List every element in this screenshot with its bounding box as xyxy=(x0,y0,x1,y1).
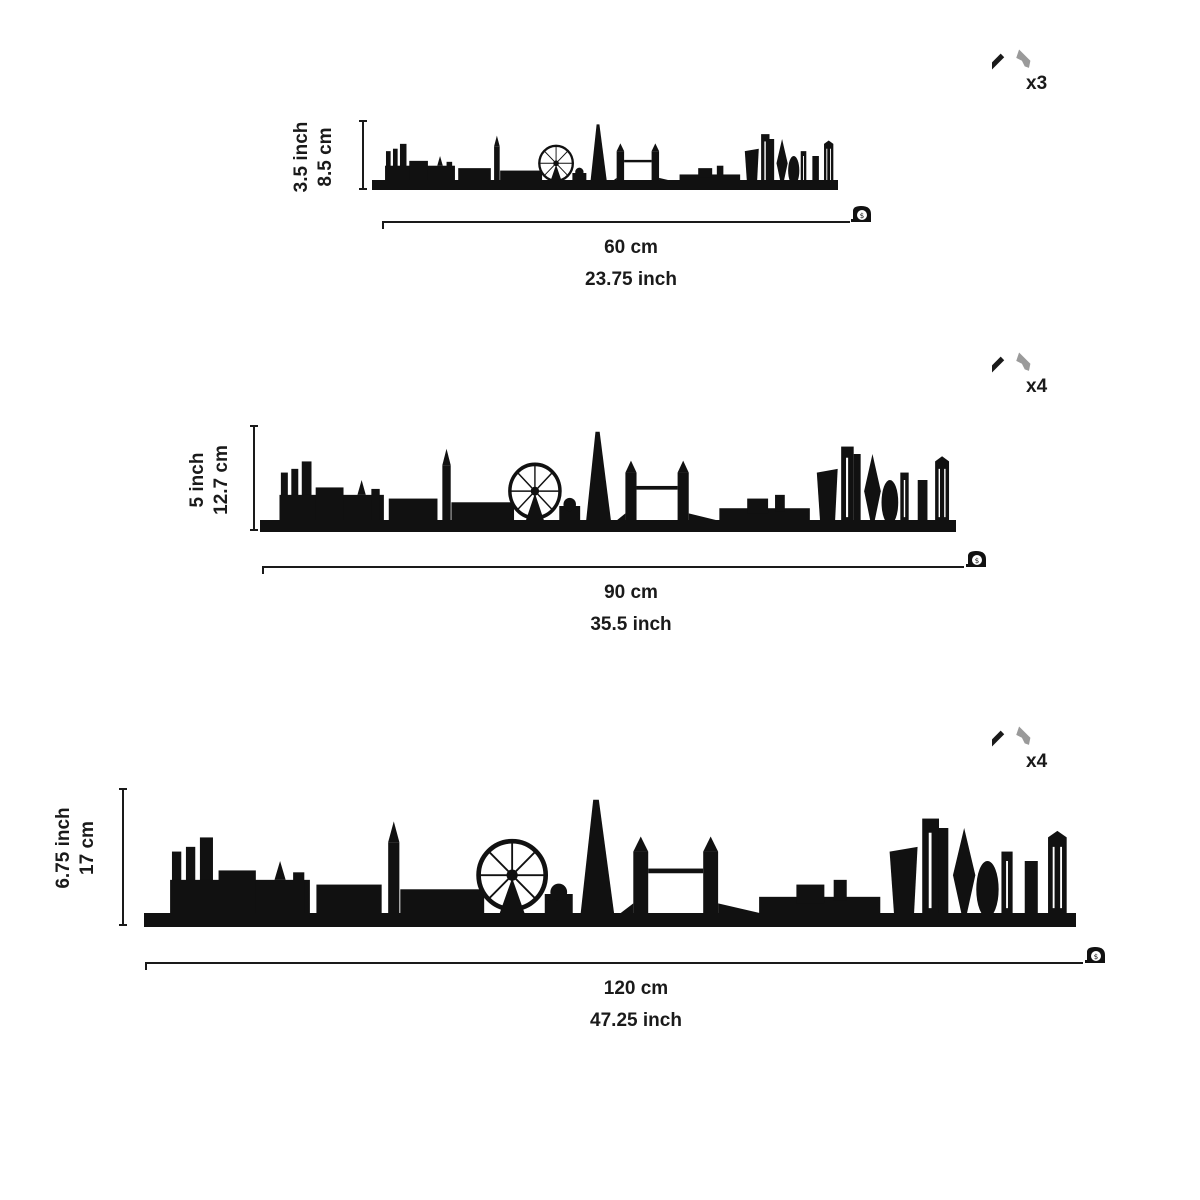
height-inch: 5 inch xyxy=(187,452,208,508)
skyline-small xyxy=(372,122,838,190)
height-bar xyxy=(250,425,258,531)
skyline-large xyxy=(144,795,1076,927)
height-labels: 6.75 inch 17 cm xyxy=(52,798,100,898)
height-cm: 17 cm xyxy=(77,821,98,875)
nail-count: x3 xyxy=(1026,73,1048,94)
width-cm: 120 cm xyxy=(603,978,669,999)
width-bar xyxy=(262,566,964,574)
tape-measure-icon xyxy=(851,205,873,223)
width-inch: 47.25 inch xyxy=(590,1010,682,1031)
height-cm: 8.5 cm xyxy=(315,127,336,187)
width-cm: 90 cm xyxy=(604,582,658,603)
height-inch: 3.5 inch xyxy=(291,121,312,193)
nail-count: x4 xyxy=(1026,376,1048,397)
tape-measure-icon xyxy=(966,550,988,568)
width-bar xyxy=(145,962,1083,970)
tape-measure-icon xyxy=(1085,946,1107,964)
height-bar xyxy=(119,788,127,926)
width-bar xyxy=(382,221,850,229)
skyline-medium xyxy=(260,428,956,532)
height-inch: 6.75 inch xyxy=(53,807,74,889)
width-inch: 35.5 inch xyxy=(590,614,672,635)
height-cm: 12.7 cm xyxy=(211,445,232,515)
width-inch: 23.75 inch xyxy=(585,269,677,290)
height-labels: 3.5 inch 8.5 cm xyxy=(290,119,338,195)
nail-count: x4 xyxy=(1026,751,1048,772)
height-labels: 5 inch 12.7 cm xyxy=(186,442,234,518)
height-bar xyxy=(359,120,367,190)
width-cm: 60 cm xyxy=(604,237,658,258)
